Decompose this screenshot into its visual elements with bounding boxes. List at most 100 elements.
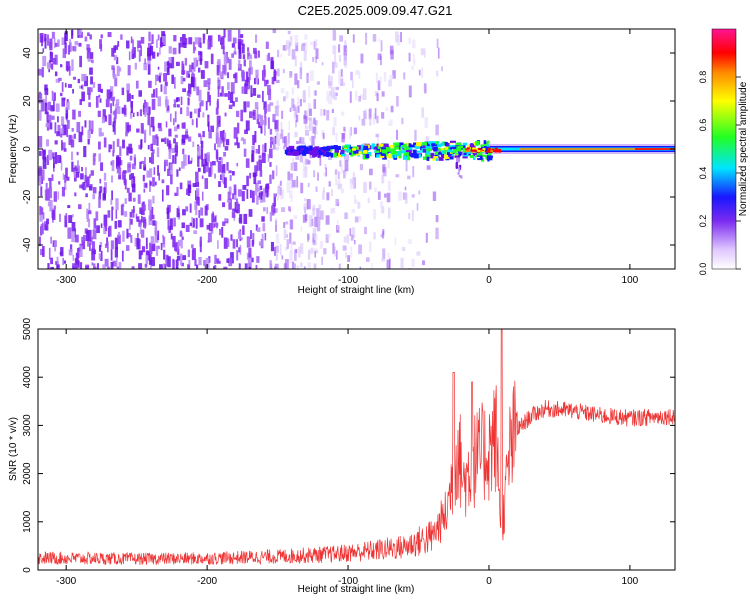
spectrogram-noise-cell: [256, 187, 261, 192]
signal-blob: [406, 142, 411, 146]
spectrogram-noise-cell: [305, 158, 309, 165]
spectrogram-noise-cell: [202, 131, 205, 138]
spectrogram-noise-cell: [111, 65, 115, 70]
spectrogram-noise-cell: [86, 208, 89, 220]
signal-tail-blob: [459, 164, 462, 170]
spectrogram-noise-cell: [238, 263, 241, 269]
signal-blob: [337, 152, 343, 158]
spectrogram-noise-cell: [197, 108, 201, 118]
spectrogram-noise-cell: [255, 182, 259, 190]
spectrogram-noise-cell: [347, 255, 351, 262]
spectrogram-noise-cell: [163, 159, 168, 167]
spectrogram-noise-cell: [332, 45, 337, 55]
spectrogram-noise-cell: [98, 127, 102, 137]
spectrogram-noise-cell: [110, 199, 113, 205]
spectrogram-noise-cell: [207, 78, 211, 85]
spectrogram-noise-cell: [207, 121, 210, 132]
spectrogram-noise-cell: [312, 227, 317, 238]
spectrogram-noise-cell: [223, 151, 226, 157]
spectrogram-noise-cell: [388, 79, 392, 87]
colorbar-ticks: 0.00.20.40.60.8: [698, 71, 741, 275]
spectrogram-noise-cell: [140, 250, 143, 256]
signal-blob: [449, 147, 453, 151]
spectrogram-noise-cell: [228, 257, 233, 267]
signal-blob: [309, 145, 313, 151]
spectrogram-noise-cell: [258, 159, 262, 171]
spectrogram-noise-cell: [51, 174, 54, 181]
spectrogram-noise-cell: [331, 86, 335, 99]
signal-blob: [357, 145, 362, 150]
signal-blob: [334, 148, 340, 153]
colorbar-tick-label: 0.2: [698, 215, 708, 228]
spectrogram-noise-cell: [374, 187, 377, 193]
spectrogram-noise-cell: [258, 50, 260, 58]
spectrogram-noise-cell: [280, 129, 284, 137]
signal-blob: [292, 151, 298, 156]
signal-blob: [379, 150, 383, 155]
spectrogram-noise-cell: [256, 227, 261, 233]
signal-blob: [334, 150, 338, 154]
spectrogram-noise-cell: [89, 67, 93, 75]
spectrogram-noise-cell: [192, 141, 195, 148]
spectrogram-noise-cell: [55, 103, 60, 112]
spectrogram-noise-cell: [57, 191, 60, 200]
spectrogram-noise-cell: [168, 148, 172, 160]
spectrogram-noise-cell: [115, 237, 119, 250]
spectrogram-noise-cell: [382, 248, 386, 259]
spectrogram-noise-cell: [114, 237, 117, 248]
spectrogram-noise-cell: [323, 248, 327, 255]
spectrogram-noise-cell: [67, 205, 71, 209]
spectrogram-noise-cell: [330, 75, 333, 87]
spectrogram-noise-cell: [223, 266, 228, 269]
spectrogram-noise-cell: [332, 126, 336, 136]
spectrogram-noise-cell: [214, 143, 216, 151]
spectrogram-noise-cell: [136, 111, 139, 117]
spectrogram-noise-cell: [84, 167, 87, 179]
spectrogram-noise-cell: [254, 50, 258, 59]
spectrogram-noise-cell: [160, 242, 163, 251]
spectrogram-noise-cell: [223, 52, 228, 64]
spectrogram-noise-cell: [53, 92, 56, 101]
spectrogram-noise-cell: [186, 188, 189, 196]
spectrogram-noise-cell: [108, 225, 112, 237]
spectrogram-noise-cell: [90, 76, 93, 85]
spectrogram-noise: [38, 29, 443, 269]
spectrogram-noise-cell: [374, 108, 377, 120]
spectrogram-noise-cell: [127, 124, 131, 132]
spectrogram-noise-cell: [119, 146, 122, 157]
spectrogram-noise-cell: [100, 223, 103, 228]
spectrogram-noise-cell: [40, 176, 44, 184]
spectrogram-noise-cell: [196, 59, 199, 67]
spectrogram-noise-cell: [290, 241, 293, 254]
spectrogram-noise-cell: [319, 241, 323, 249]
spectrogram-noise-cell: [268, 88, 272, 101]
signal-blob: [380, 148, 383, 153]
spectrogram-noise-cell: [305, 42, 308, 54]
signal-blob: [475, 144, 479, 147]
spectrogram-noise-cell: [171, 56, 175, 69]
spectrogram-noise-cell: [425, 136, 430, 142]
spectrogram-y-tick-label: 40: [22, 47, 33, 59]
spectrogram-noise-cell: [307, 199, 311, 210]
spectrogram-noise-cell: [130, 36, 133, 44]
spectrogram-noise-cell: [53, 156, 55, 169]
spectrogram-noise-cell: [169, 218, 173, 230]
spectrogram-noise-cell: [116, 155, 120, 167]
spectrogram-noise-cell: [313, 41, 316, 50]
spectrogram-noise-cell: [315, 131, 318, 135]
signal-blob: [367, 151, 372, 155]
spectrogram-noise-cell: [185, 224, 190, 232]
spectrogram-noise-cell: [87, 240, 90, 247]
signal-tail-blob: [458, 157, 461, 162]
spectrogram-noise-cell: [283, 96, 286, 102]
spectrogram-noise-cell: [49, 38, 53, 51]
spectrogram-noise-cell: [307, 250, 310, 261]
signal-blob: [402, 155, 407, 160]
spectrogram-noise-cell: [241, 69, 245, 78]
spectrogram-noise-cell: [388, 120, 391, 127]
signal-peak-blob: [479, 149, 483, 152]
spectrogram-noise-cell: [143, 62, 148, 71]
signal-blob: [435, 143, 442, 148]
signal-blob: [395, 142, 400, 146]
spectrogram-noise-cell: [412, 166, 415, 178]
